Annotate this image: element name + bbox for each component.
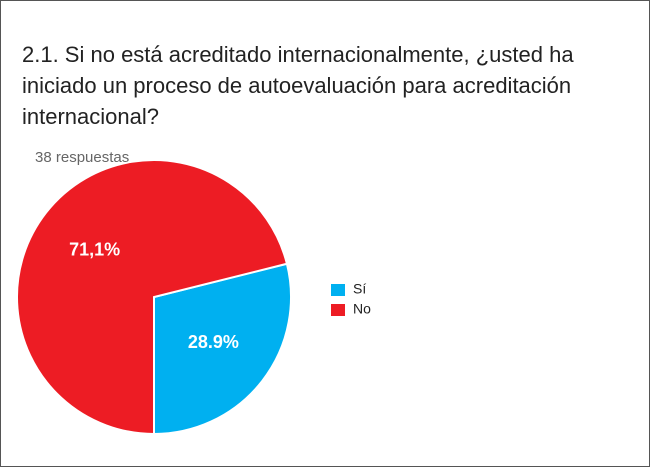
- pie-slice: [153, 262, 292, 436]
- pie-slice: [16, 159, 289, 436]
- legend-swatch: [331, 284, 345, 296]
- legend-swatch: [331, 304, 345, 316]
- legend-label: Sí: [353, 281, 366, 297]
- legend-label: No: [353, 301, 371, 317]
- data-label: 28.9%: [188, 332, 239, 352]
- data-label: 71,1%: [69, 239, 120, 259]
- chart-title: 2.1. Si no está acreditado internacional…: [22, 42, 574, 129]
- chart-subtitle: 38 respuestas: [35, 149, 130, 166]
